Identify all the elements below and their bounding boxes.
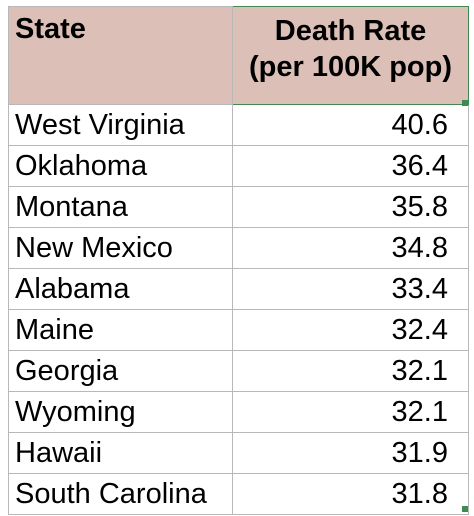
rate-cell[interactable]: 33.4 <box>232 268 469 310</box>
rate-cell[interactable]: 34.8 <box>232 227 469 269</box>
state-cell[interactable]: South Carolina <box>8 473 233 515</box>
death-rate-header-line1: Death Rate <box>274 15 427 47</box>
header-row: State Death Rate (per 100K pop) <box>8 6 469 105</box>
state-cell[interactable]: Wyoming <box>8 391 233 433</box>
table-row: New Mexico 34.8 <box>8 227 469 269</box>
rate-cell[interactable]: 31.8 <box>232 473 469 515</box>
state-cell[interactable]: Hawaii <box>8 432 233 474</box>
table-row: Oklahoma 36.4 <box>8 145 469 187</box>
rate-cell[interactable]: 40.6 <box>232 104 469 146</box>
state-cell[interactable]: Georgia <box>8 350 233 392</box>
selection-fill-handle[interactable] <box>462 100 468 106</box>
state-column-header[interactable]: State <box>8 6 233 105</box>
rate-cell[interactable]: 31.9 <box>232 432 469 474</box>
table-row: Montana 35.8 <box>8 186 469 228</box>
table-row: Hawaii 31.9 <box>8 432 469 474</box>
rate-cell[interactable]: 35.8 <box>232 186 469 228</box>
rate-cell[interactable]: 32.1 <box>232 391 469 433</box>
table-row: Alabama 33.4 <box>8 268 469 310</box>
rate-cell[interactable]: 32.4 <box>232 309 469 351</box>
table-row: Wyoming 32.1 <box>8 391 469 433</box>
rate-cell[interactable]: 36.4 <box>232 145 469 187</box>
table-row: West Virginia 40.6 <box>8 104 469 146</box>
death-rate-table: State Death Rate (per 100K pop) West Virg… <box>8 6 469 515</box>
death-rate-column-header[interactable]: Death Rate (per 100K pop) <box>232 6 469 105</box>
table-row: South Carolina 31.8 <box>8 473 469 515</box>
state-header-label: State <box>15 13 86 45</box>
state-cell[interactable]: Montana <box>8 186 233 228</box>
rate-cell[interactable]: 32.1 <box>232 350 469 392</box>
table-row: Georgia 32.1 <box>8 350 469 392</box>
corner-resize-handle[interactable] <box>462 506 468 512</box>
table-row: Maine 32.4 <box>8 309 469 351</box>
state-cell[interactable]: New Mexico <box>8 227 233 269</box>
state-cell[interactable]: Oklahoma <box>8 145 233 187</box>
state-cell[interactable]: Alabama <box>8 268 233 310</box>
state-cell[interactable]: West Virginia <box>8 104 233 146</box>
state-cell[interactable]: Maine <box>8 309 233 351</box>
death-rate-header-line2: (per 100K pop) <box>248 51 453 83</box>
